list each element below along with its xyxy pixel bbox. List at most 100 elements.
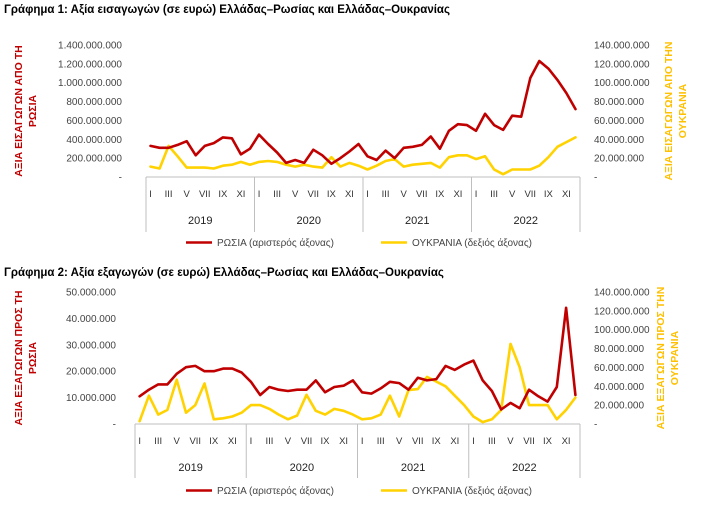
chart2-left-tick: 50.000.000 — [66, 288, 116, 299]
chart1-left-tick: 1.000.000.000 — [58, 78, 122, 89]
chart2-month-label: III — [154, 436, 162, 447]
chart2-right-tick: 120.000.000 — [594, 306, 650, 317]
chart1-year-label: 2022 — [514, 215, 538, 227]
chart1-series-russia-line — [149, 59, 577, 166]
chart2-month-label: I — [472, 436, 475, 447]
chart2-left-tick: 40.000.000 — [66, 314, 116, 325]
chart2-month-label: V — [285, 436, 292, 447]
chart1-month-label: VII — [199, 189, 211, 200]
chart1-right-tick: 100.000.000 — [594, 78, 650, 89]
chart2-right-tick: - — [594, 420, 597, 431]
chart2-right-axis-title: ΟΥΚΡΑΝΙΑ — [669, 330, 681, 385]
chart2-right-tick: 140.000.000 — [594, 288, 650, 299]
chart1-month-label: III — [490, 189, 498, 200]
chart2-title: Γράφημα 2: Αξία εξαγωγών (σε ευρώ) Ελλάδ… — [4, 267, 444, 279]
chart1-month-label: I — [149, 189, 152, 200]
chart2-right-tick: 40.000.000 — [594, 382, 644, 393]
chart1-month-label: VII — [416, 189, 428, 200]
chart2-left-tick: 10.000.000 — [66, 393, 116, 404]
chart2-series-russia-line — [138, 306, 577, 411]
chart1-series-ukraine-line — [149, 136, 577, 176]
chart1-month-label: III — [273, 189, 281, 200]
chart1-month-label: IX — [544, 189, 554, 200]
chart1-left-tick: 1.200.000.000 — [58, 59, 122, 70]
chart1-left-tick: 800.000.000 — [66, 97, 122, 108]
chart2-month-label: I — [250, 436, 253, 447]
chart1-right-axis-title: ΟΥΚΡΑΝΙΑ — [677, 83, 689, 138]
chart2-month-label: XI — [450, 436, 459, 447]
chart1-right-axis-title: ΑΞΙΑ ΕΙΣΑΓΩΓΩΝ ΑΠΟ ΤΗΝ — [663, 42, 675, 181]
chart1-month-label: III — [382, 189, 390, 200]
chart1-left-tick: 200.000.000 — [66, 154, 122, 165]
chart2-left-tick: - — [113, 420, 116, 431]
chart2-right-tick: 80.000.000 — [594, 344, 644, 355]
chart1-month-label: XI — [453, 189, 462, 200]
chart1-left-tick: 600.000.000 — [66, 116, 122, 127]
chart1-right-tick: 20.000.000 — [594, 154, 644, 165]
chart1-month-label: I — [258, 189, 261, 200]
chart1-legend-ukraine-label: ΟΥΚΡΑΝΙΑ (δεξιός άξονας) — [412, 237, 532, 249]
chart1-left-axis-title: ΑΞΙΑ ΕΙΣΑΓΩΓΩΝ ΑΠΟ ΤΗ — [13, 45, 25, 176]
chart2-year-label: 2022 — [512, 462, 536, 474]
chart1-month-label: IX — [435, 189, 445, 200]
chart2-left-axis-title: ΑΞΙΑ ΕΞΑΓΩΓΩΝ ΠΡΟΣ ΤΗ — [13, 290, 25, 425]
chart2-left-tick: 20.000.000 — [66, 367, 116, 378]
chart2-month-label: VII — [189, 436, 201, 447]
chart2-legend-ukraine-label: ΟΥΚΡΑΝΙΑ (δεξιός άξονας) — [412, 485, 532, 497]
chart1-month-label: I — [475, 189, 478, 200]
chart2-exports: - 10.000.000 20.000.000 30.000.000 40.000.00… — [13, 287, 681, 497]
chart2-month-label: III — [377, 436, 385, 447]
chart2-month-label: IX — [543, 436, 553, 447]
chart2-month-label: IX — [321, 436, 331, 447]
chart1-right-tick: 80.000.000 — [594, 97, 644, 108]
chart2-left-tick: 30.000.000 — [66, 340, 116, 351]
chart2-year-label: 2021 — [401, 462, 425, 474]
chart2-month-label: III — [488, 436, 496, 447]
chart1-left-tick: 1.400.000.000 — [58, 41, 122, 52]
chart2-month-label: IX — [209, 436, 219, 447]
chart1-right-tick: 40.000.000 — [594, 135, 644, 146]
chart1-month-label: V — [292, 189, 299, 200]
chart2-month-label: VII — [412, 436, 424, 447]
chart2-year-label: 2019 — [178, 462, 202, 474]
chart2-month-label: I — [138, 436, 141, 447]
chart1-month-label: XI — [236, 189, 245, 200]
chart2-month-label: V — [507, 436, 514, 447]
chart2-month-label: V — [396, 436, 403, 447]
chart1-month-label: V — [184, 189, 191, 200]
chart2-month-label: XI — [562, 436, 571, 447]
chart2-legend-russia-label: ΡΩΣΙΑ (αριστερός άξονας) — [217, 485, 334, 497]
chart2-month-label: I — [361, 436, 364, 447]
chart1-month-label: XI — [345, 189, 354, 200]
chart1-month-label: IX — [218, 189, 228, 200]
chart2-right-tick: 20.000.000 — [594, 401, 644, 412]
chart1-right-tick: - — [594, 173, 597, 184]
chart2-right-tick: 100.000.000 — [594, 325, 650, 336]
chart2-month-label: XI — [339, 436, 348, 447]
chart1-month-label: VII — [307, 189, 319, 200]
chart1-month-label: XI — [562, 189, 571, 200]
chart2-month-label: V — [174, 436, 181, 447]
chart2-month-label: III — [265, 436, 273, 447]
chart1-left-axis-title: ΡΩΣΙΑ — [27, 94, 39, 127]
chart2-series-ukraine-line — [138, 342, 577, 424]
chart1-legend-russia-label: ΡΩΣΙΑ (αριστερός άξονας) — [217, 237, 334, 249]
chart1-month-label: V — [509, 189, 516, 200]
chart1-year-label: 2019 — [188, 215, 212, 227]
chart1-right-tick: 120.000.000 — [594, 59, 650, 70]
chart2-month-label: XI — [228, 436, 237, 447]
chart2-month-label: VII — [301, 436, 313, 447]
chart1-left-tick: 400.000.000 — [66, 135, 122, 146]
chart1-month-label: V — [401, 189, 408, 200]
chart1-month-label: VII — [524, 189, 536, 200]
chart1-right-tick: 60.000.000 — [594, 116, 644, 127]
chart2-year-label: 2020 — [290, 462, 314, 474]
chart2-month-label: VII — [523, 436, 535, 447]
chart1-month-label: III — [165, 189, 173, 200]
chart1-left-tick: - — [119, 173, 122, 184]
chart1-right-tick: 140.000.000 — [594, 41, 650, 52]
chart1-title: Γράφημα 1: Αξία εισαγωγών (σε ευρώ) Ελλά… — [4, 4, 450, 16]
chart1-imports: - 200.000.000 400.000.000 600.000.000 800.00… — [13, 41, 689, 250]
chart1-year-label: 2021 — [405, 215, 429, 227]
chart2-right-axis-title: ΑΞΙΑ ΕΞΑΓΩΓΩΝ ΠΡΟΣ ΤΗΝ — [655, 287, 667, 430]
